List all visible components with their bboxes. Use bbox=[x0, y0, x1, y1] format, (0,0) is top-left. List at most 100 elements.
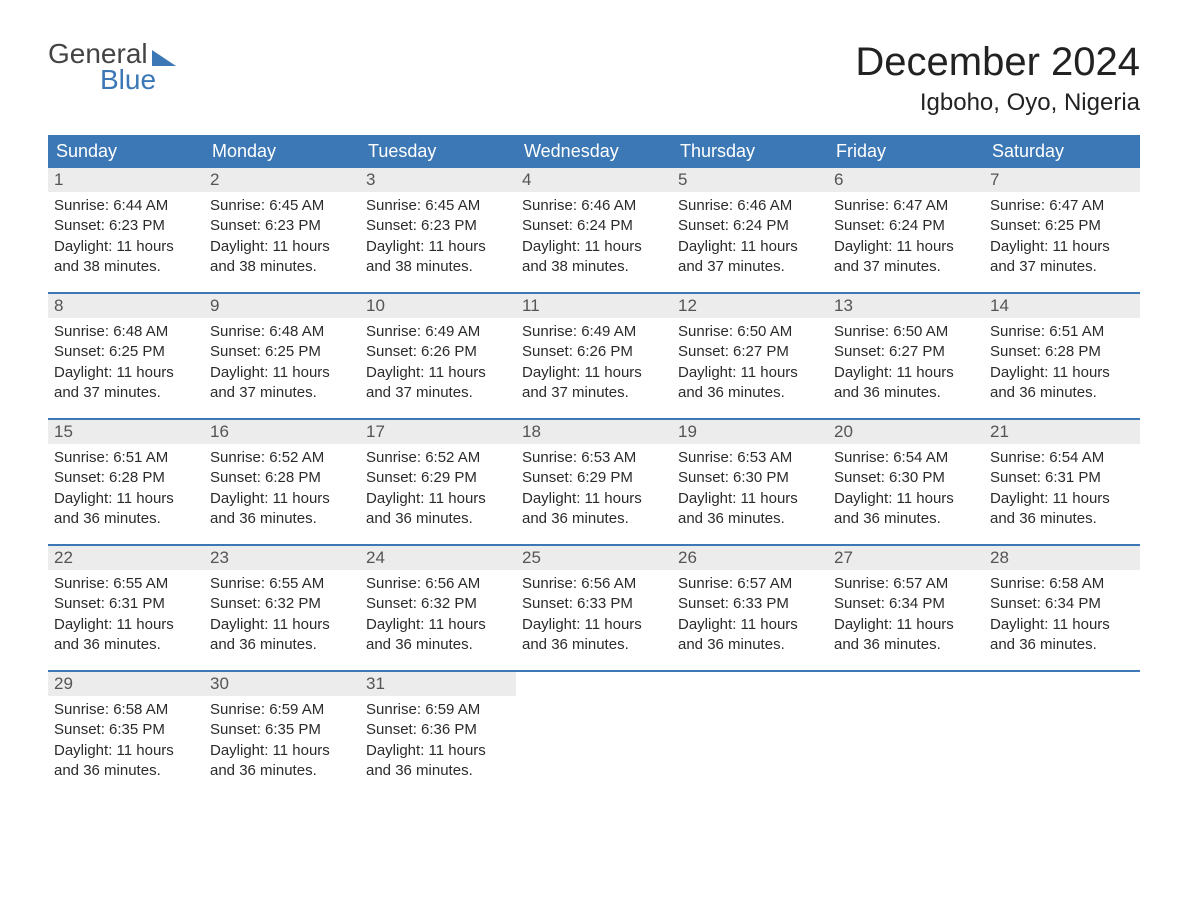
sunset-line: Sunset: 6:32 PM bbox=[366, 594, 510, 614]
day-number: 7 bbox=[984, 168, 1140, 192]
day-number: 24 bbox=[360, 546, 516, 570]
day-data: Sunrise: 6:47 AMSunset: 6:25 PMDaylight:… bbox=[984, 192, 1140, 277]
day-header: Monday bbox=[204, 135, 360, 168]
calendar-cell bbox=[984, 672, 1140, 782]
day-data: Sunrise: 6:56 AMSunset: 6:33 PMDaylight:… bbox=[516, 570, 672, 655]
daylight-line: Daylight: 11 hours and 36 minutes. bbox=[990, 489, 1134, 530]
daylight-line: Daylight: 11 hours and 36 minutes. bbox=[678, 615, 822, 656]
sunset-line: Sunset: 6:27 PM bbox=[678, 342, 822, 362]
calendar-cell: 31Sunrise: 6:59 AMSunset: 6:36 PMDayligh… bbox=[360, 672, 516, 782]
sunrise-line: Sunrise: 6:58 AM bbox=[990, 574, 1134, 594]
sunrise-line: Sunrise: 6:49 AM bbox=[522, 322, 666, 342]
sunrise-line: Sunrise: 6:58 AM bbox=[54, 700, 198, 720]
sunrise-line: Sunrise: 6:46 AM bbox=[678, 196, 822, 216]
daylight-line: Daylight: 11 hours and 36 minutes. bbox=[366, 489, 510, 530]
sunrise-line: Sunrise: 6:53 AM bbox=[678, 448, 822, 468]
page-header: General Blue December 2024 Igboho, Oyo, … bbox=[48, 40, 1140, 117]
daylight-line: Daylight: 11 hours and 36 minutes. bbox=[210, 615, 354, 656]
calendar-cell bbox=[516, 672, 672, 782]
day-data: Sunrise: 6:49 AMSunset: 6:26 PMDaylight:… bbox=[516, 318, 672, 403]
daylight-line: Daylight: 11 hours and 36 minutes. bbox=[210, 741, 354, 782]
calendar-cell: 30Sunrise: 6:59 AMSunset: 6:35 PMDayligh… bbox=[204, 672, 360, 782]
daylight-line: Daylight: 11 hours and 36 minutes. bbox=[834, 615, 978, 656]
day-header: Thursday bbox=[672, 135, 828, 168]
calendar-cell: 7Sunrise: 6:47 AMSunset: 6:25 PMDaylight… bbox=[984, 168, 1140, 278]
sunrise-line: Sunrise: 6:55 AM bbox=[210, 574, 354, 594]
sunset-line: Sunset: 6:25 PM bbox=[990, 216, 1134, 236]
sunset-line: Sunset: 6:30 PM bbox=[678, 468, 822, 488]
day-data: Sunrise: 6:46 AMSunset: 6:24 PMDaylight:… bbox=[672, 192, 828, 277]
sunrise-line: Sunrise: 6:48 AM bbox=[210, 322, 354, 342]
calendar-cell: 10Sunrise: 6:49 AMSunset: 6:26 PMDayligh… bbox=[360, 294, 516, 404]
daylight-line: Daylight: 11 hours and 36 minutes. bbox=[366, 741, 510, 782]
sunrise-line: Sunrise: 6:51 AM bbox=[54, 448, 198, 468]
day-number: 15 bbox=[48, 420, 204, 444]
day-number: 14 bbox=[984, 294, 1140, 318]
daylight-line: Daylight: 11 hours and 36 minutes. bbox=[522, 489, 666, 530]
day-header: Wednesday bbox=[516, 135, 672, 168]
daylight-line: Daylight: 11 hours and 36 minutes. bbox=[990, 615, 1134, 656]
sunset-line: Sunset: 6:27 PM bbox=[834, 342, 978, 362]
sunrise-line: Sunrise: 6:59 AM bbox=[210, 700, 354, 720]
title-block: December 2024 Igboho, Oyo, Nigeria bbox=[855, 40, 1140, 117]
page-title: December 2024 bbox=[855, 40, 1140, 85]
day-number: 30 bbox=[204, 672, 360, 696]
calendar-cell: 23Sunrise: 6:55 AMSunset: 6:32 PMDayligh… bbox=[204, 546, 360, 656]
daylight-line: Daylight: 11 hours and 37 minutes. bbox=[678, 237, 822, 278]
brand-bottom: Blue bbox=[100, 66, 176, 94]
sunset-line: Sunset: 6:30 PM bbox=[834, 468, 978, 488]
sunset-line: Sunset: 6:24 PM bbox=[522, 216, 666, 236]
daylight-line: Daylight: 11 hours and 36 minutes. bbox=[54, 489, 198, 530]
sunset-line: Sunset: 6:23 PM bbox=[54, 216, 198, 236]
sunset-line: Sunset: 6:31 PM bbox=[990, 468, 1134, 488]
daylight-line: Daylight: 11 hours and 37 minutes. bbox=[522, 363, 666, 404]
sunrise-line: Sunrise: 6:56 AM bbox=[522, 574, 666, 594]
sunrise-line: Sunrise: 6:51 AM bbox=[990, 322, 1134, 342]
day-number: 2 bbox=[204, 168, 360, 192]
day-number: 12 bbox=[672, 294, 828, 318]
brand-logo: General Blue bbox=[48, 40, 176, 94]
sunset-line: Sunset: 6:28 PM bbox=[990, 342, 1134, 362]
sunset-line: Sunset: 6:28 PM bbox=[210, 468, 354, 488]
day-number: 19 bbox=[672, 420, 828, 444]
daylight-line: Daylight: 11 hours and 36 minutes. bbox=[54, 741, 198, 782]
calendar-cell: 12Sunrise: 6:50 AMSunset: 6:27 PMDayligh… bbox=[672, 294, 828, 404]
daylight-line: Daylight: 11 hours and 36 minutes. bbox=[522, 615, 666, 656]
sunrise-line: Sunrise: 6:48 AM bbox=[54, 322, 198, 342]
day-data: Sunrise: 6:59 AMSunset: 6:36 PMDaylight:… bbox=[360, 696, 516, 781]
daylight-line: Daylight: 11 hours and 38 minutes. bbox=[54, 237, 198, 278]
calendar-week: 15 Sunrise: 6:51 AM Sunset: 6:28 PM Dayligh… bbox=[48, 418, 1140, 530]
day-data: Sunrise: 6:44 AMSunset: 6:23 PMDaylight:… bbox=[48, 192, 204, 277]
sunrise-line: Sunrise: 6:52 AM bbox=[210, 448, 354, 468]
day-header: Tuesday bbox=[360, 135, 516, 168]
day-data: Sunrise: 6:55 AMSunset: 6:32 PMDaylight:… bbox=[204, 570, 360, 655]
day-number: 29 bbox=[48, 672, 204, 696]
sunset-line: Sunset: 6:26 PM bbox=[366, 342, 510, 362]
daylight-line: Daylight: 11 hours and 37 minutes. bbox=[834, 237, 978, 278]
daylight-line: Daylight: 11 hours and 36 minutes. bbox=[834, 489, 978, 530]
calendar-cell bbox=[672, 672, 828, 782]
sunset-line: Sunset: 6:29 PM bbox=[522, 468, 666, 488]
day-data: Sunrise: 6:55 AMSunset: 6:31 PMDaylight:… bbox=[48, 570, 204, 655]
daylight-line: Daylight: 11 hours and 37 minutes. bbox=[210, 363, 354, 404]
sunrise-line: Sunrise: 6:45 AM bbox=[210, 196, 354, 216]
sunset-line: Sunset: 6:32 PM bbox=[210, 594, 354, 614]
daylight-line: Daylight: 11 hours and 36 minutes. bbox=[54, 615, 198, 656]
day-data: Sunrise: 6:48 AMSunset: 6:25 PMDaylight:… bbox=[204, 318, 360, 403]
day-data: Sunrise: 6:45 AMSunset: 6:23 PMDaylight:… bbox=[360, 192, 516, 277]
day-data: Sunrise: 6:48 AMSunset: 6:25 PMDaylight:… bbox=[48, 318, 204, 403]
daylight-line: Daylight: 11 hours and 38 minutes. bbox=[366, 237, 510, 278]
sunrise-line: Sunrise: 6:57 AM bbox=[834, 574, 978, 594]
day-data: Sunrise: 6:46 AMSunset: 6:24 PMDaylight:… bbox=[516, 192, 672, 277]
day-data: Sunrise: 6:53 AMSunset: 6:30 PMDaylight:… bbox=[672, 444, 828, 529]
day-data: Sunrise: 6:49 AMSunset: 6:26 PMDaylight:… bbox=[360, 318, 516, 403]
day-number: 5 bbox=[672, 168, 828, 192]
sunrise-line: Sunrise: 6:49 AM bbox=[366, 322, 510, 342]
sunrise-line: Sunrise: 6:45 AM bbox=[366, 196, 510, 216]
day-header-row: Sunday Monday Tuesday Wednesday Thursday… bbox=[48, 135, 1140, 168]
sunrise-line: Sunrise: 6:50 AM bbox=[678, 322, 822, 342]
day-number: 25 bbox=[516, 546, 672, 570]
weeks-container: 1Sunrise: 6:44 AMSunset: 6:23 PMDaylight… bbox=[48, 168, 1140, 782]
sunset-line: Sunset: 6:33 PM bbox=[678, 594, 822, 614]
daylight-line: Daylight: 11 hours and 36 minutes. bbox=[990, 363, 1134, 404]
